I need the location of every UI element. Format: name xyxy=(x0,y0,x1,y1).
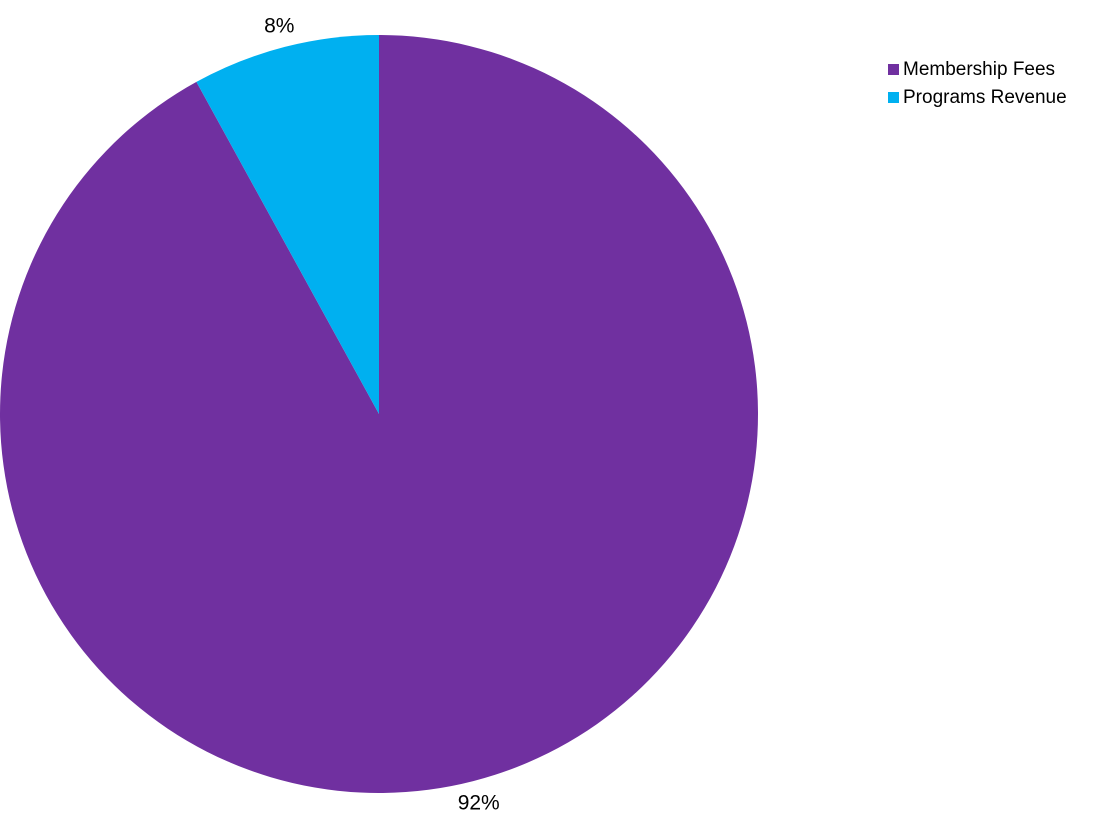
pie-slice-programs-revenue xyxy=(196,35,379,414)
legend: Membership Fees Programs Revenue xyxy=(888,59,1067,108)
legend-label-membership-fees: Membership Fees xyxy=(903,59,1055,80)
data-label-programs-revenue: 8% xyxy=(264,15,294,38)
pie-slice-membership-fees xyxy=(0,35,758,793)
pie-slices xyxy=(0,35,758,793)
slice-labels: 92% 8% xyxy=(264,15,500,815)
data-label-membership-fees: 92% xyxy=(458,791,500,814)
legend-swatch-programs-revenue xyxy=(888,92,899,103)
legend-swatch-membership-fees xyxy=(888,64,899,75)
legend-label-programs-revenue: Programs Revenue xyxy=(903,87,1067,108)
